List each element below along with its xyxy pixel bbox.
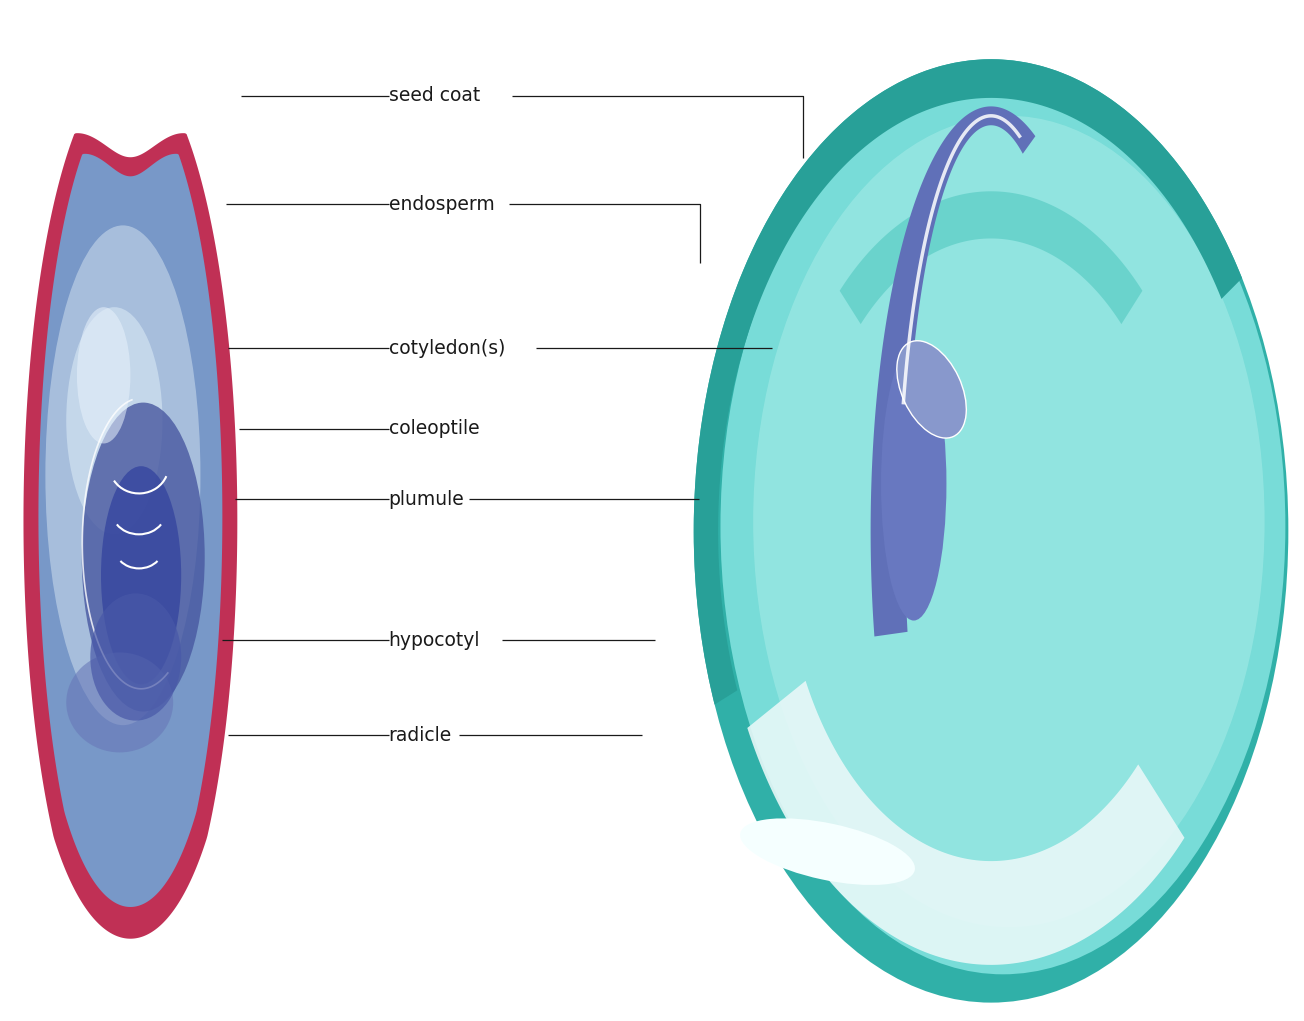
Ellipse shape	[754, 115, 1265, 927]
Text: endosperm: endosperm	[389, 195, 494, 213]
Ellipse shape	[694, 59, 1288, 1003]
Ellipse shape	[882, 347, 947, 621]
Polygon shape	[840, 191, 1142, 324]
Text: radicle: radicle	[389, 726, 452, 744]
Text: plumule: plumule	[389, 490, 464, 508]
Ellipse shape	[46, 226, 201, 725]
Ellipse shape	[67, 307, 163, 534]
Ellipse shape	[90, 593, 181, 721]
Polygon shape	[694, 59, 1243, 704]
Text: coleoptile: coleoptile	[389, 420, 479, 438]
Polygon shape	[23, 133, 237, 938]
Ellipse shape	[77, 307, 130, 443]
Polygon shape	[38, 154, 223, 907]
Ellipse shape	[741, 819, 915, 885]
Ellipse shape	[721, 78, 1286, 974]
Text: hypocotyl: hypocotyl	[389, 631, 480, 649]
Ellipse shape	[82, 402, 205, 712]
Text: cotyledon(s): cotyledon(s)	[389, 339, 505, 357]
Polygon shape	[871, 106, 1035, 636]
Polygon shape	[747, 681, 1184, 965]
Ellipse shape	[67, 652, 173, 752]
Text: seed coat: seed coat	[389, 87, 480, 105]
Ellipse shape	[897, 341, 966, 438]
Ellipse shape	[100, 467, 181, 684]
